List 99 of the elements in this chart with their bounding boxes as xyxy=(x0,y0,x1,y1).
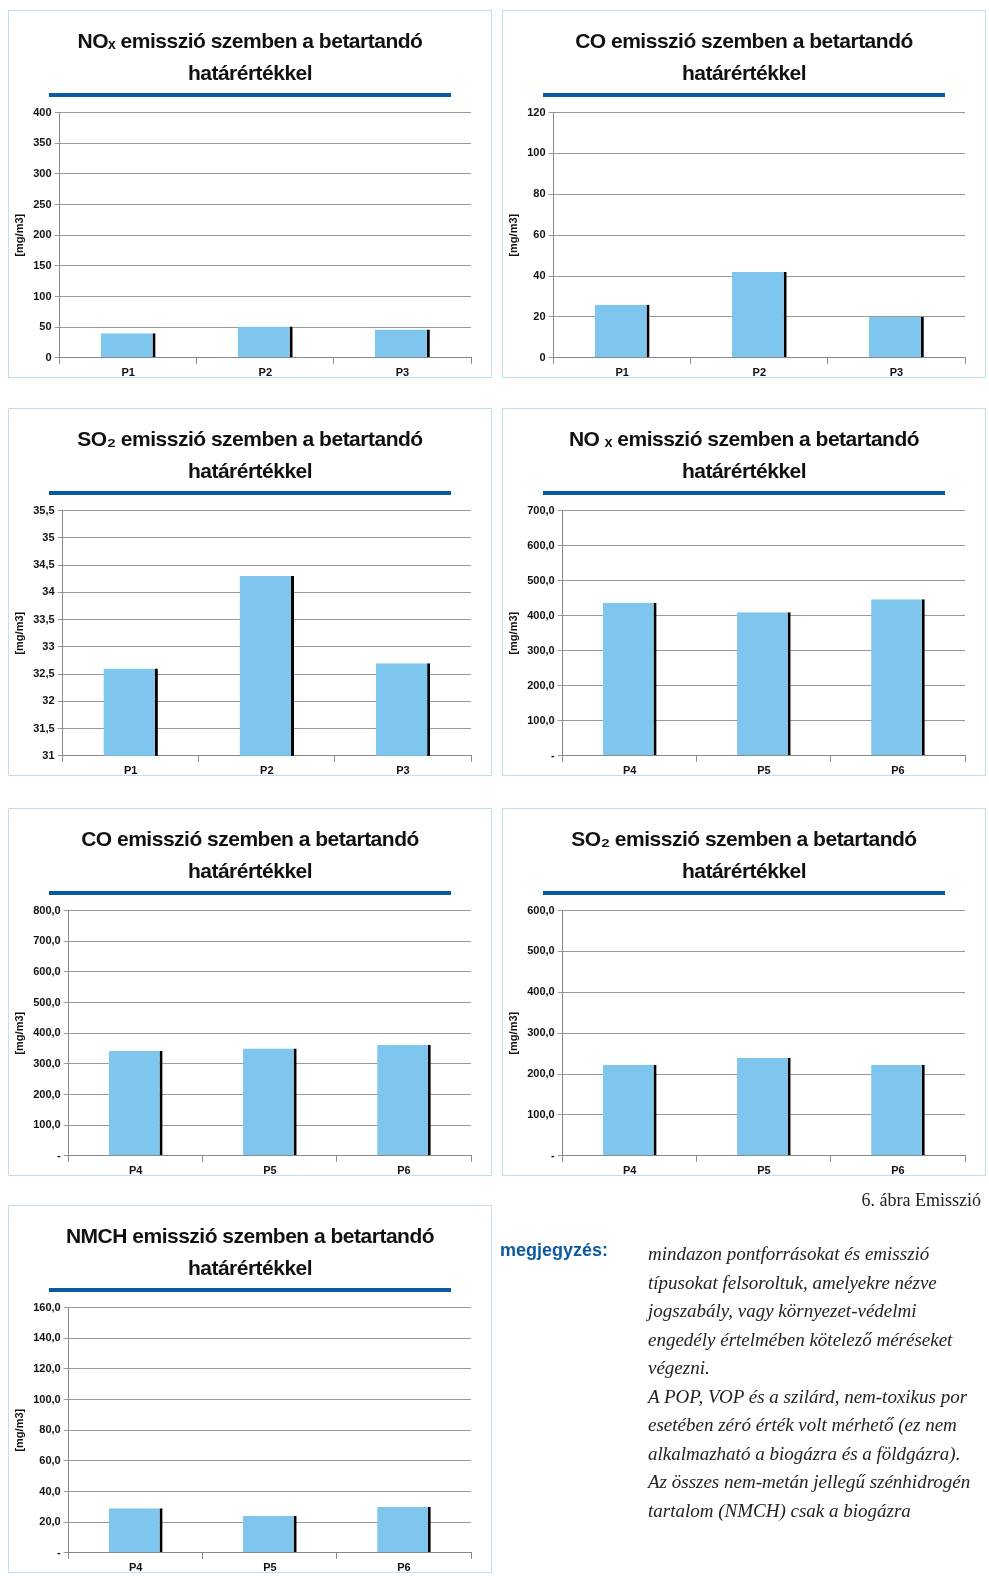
y-axis-title: [mg/m3] xyxy=(506,611,519,655)
y-tick-label: 200,0 xyxy=(527,1067,555,1080)
y-axis-title: [mg/m3] xyxy=(506,213,519,257)
x-tick-label: P2 xyxy=(260,764,274,777)
y-tick-label: - xyxy=(551,1148,556,1161)
y-tick-label: 700,0 xyxy=(527,503,555,516)
y-tick-label: 500,0 xyxy=(33,995,61,1008)
y-axis-title: [mg/m3] xyxy=(506,1011,519,1055)
x-tick-label: P1 xyxy=(123,764,138,777)
y-tick-label: 100,0 xyxy=(33,1118,61,1131)
y-tick-label: 50 xyxy=(39,320,52,333)
chart-title: CO emisszió szemben a betartandó határértékkel xyxy=(80,826,420,884)
x-tick-label: P5 xyxy=(263,1561,277,1574)
y-tick-label: 60 xyxy=(533,228,546,241)
x-tick-label: P3 xyxy=(395,366,410,379)
chart-title: NMCH emisszió szemben a betartandó határértékkel xyxy=(64,1223,436,1281)
y-tick-label: 300,0 xyxy=(33,1056,61,1069)
y-tick-label: 100,0 xyxy=(33,1392,61,1405)
y-tick-label: 400,0 xyxy=(527,985,555,998)
x-tick-label: P3 xyxy=(396,764,410,777)
y-tick-label: 600,0 xyxy=(33,964,61,977)
x-tick-label: P3 xyxy=(889,366,904,379)
y-tick-label: 31 xyxy=(42,748,55,761)
y-tick-label: - xyxy=(57,1545,62,1558)
text: 6. ábra Emisszió xyxy=(861,1190,981,1211)
y-tick-label: 500,0 xyxy=(527,573,555,586)
y-tick-label: 700,0 xyxy=(33,934,61,947)
y-tick-label: 100,0 xyxy=(527,1107,555,1120)
y-tick-label: 150 xyxy=(33,258,52,271)
y-tick-label: 100 xyxy=(527,146,546,159)
y-tick-label: 35,5 xyxy=(33,503,55,516)
y-tick-label: 32,5 xyxy=(33,667,55,680)
y-tick-label: 200 xyxy=(33,228,52,241)
x-tick-label: P4 xyxy=(129,1164,144,1177)
y-tick-label: 34,5 xyxy=(33,558,55,571)
y-tick-label: 34 xyxy=(42,585,56,598)
x-tick-label: P6 xyxy=(397,1561,411,1574)
y-tick-label: 80,0 xyxy=(39,1423,61,1436)
y-tick-label: 31,5 xyxy=(33,721,55,734)
y-tick-label: 300,0 xyxy=(527,1026,555,1039)
y-tick-label: 40 xyxy=(533,269,546,282)
y-tick-label: 80 xyxy=(533,187,546,200)
y-tick-label: - xyxy=(551,748,556,761)
y-tick-label: 600,0 xyxy=(527,538,555,551)
x-tick-label: P4 xyxy=(623,1164,638,1177)
y-tick-label: 20 xyxy=(533,309,546,322)
x-tick-label: P5 xyxy=(757,764,771,777)
y-tick-label: 300,0 xyxy=(527,643,555,656)
y-tick-label: 100 xyxy=(33,289,52,302)
chart-title: NO ₓ emisszió szemben a betartandó határértékkel xyxy=(567,426,921,484)
y-tick-label: 140,0 xyxy=(33,1331,61,1344)
y-tick-label: 250 xyxy=(33,197,52,210)
y-tick-label: 400,0 xyxy=(527,608,555,621)
y-tick-label: 0 xyxy=(45,350,52,363)
text: megjegyzés: xyxy=(500,1240,609,1261)
y-tick-label: 350 xyxy=(33,136,52,149)
chart-title: SO₂ emisszió szemben a betartandó határértékkel xyxy=(570,826,918,884)
text: Az összes nem-metán jellegű szénhidrogén tartalom (NMCH) csak a biogázra xyxy=(648,1470,972,1523)
x-tick-label: P5 xyxy=(263,1164,277,1177)
x-tick-label: P2 xyxy=(258,366,273,379)
y-tick-label: 300 xyxy=(33,166,52,179)
y-tick-label: 400,0 xyxy=(33,1026,61,1039)
y-axis-title: [mg/m3] xyxy=(12,1408,25,1452)
x-tick-label: P6 xyxy=(891,764,905,777)
y-tick-label: 120 xyxy=(527,105,546,118)
x-tick-label: P4 xyxy=(129,1561,144,1574)
text: mindazon pontforrásokat és emisszió típusokat felsoroltuk, amelyekre nézve jogszabály, vagy környezet-védelmi engedély értelmében kötelező méréseket végezni. xyxy=(648,1242,954,1380)
x-tick-label: P1 xyxy=(121,366,135,379)
y-tick-label: 35 xyxy=(42,530,55,543)
y-axis-title: [mg/m3] xyxy=(12,611,25,655)
y-tick-label: 32 xyxy=(42,694,55,707)
x-tick-label: P4 xyxy=(623,764,638,777)
y-tick-label: 500,0 xyxy=(527,944,555,957)
x-tick-label: P6 xyxy=(397,1164,411,1177)
y-tick-label: 200,0 xyxy=(527,678,555,691)
y-tick-label: 800,0 xyxy=(33,903,61,916)
y-tick-label: 160,0 xyxy=(33,1300,61,1313)
chart-title: SO₂ emisszió szemben a betartandó határértékkel xyxy=(76,426,424,484)
chart-title: NOₓ emisszió szemben a betartandó határértékkel xyxy=(76,28,424,86)
y-tick-label: 120,0 xyxy=(33,1361,61,1374)
text: A POP, VOP és a szilárd, nem-toxikus por esetében zéró érték volt mérhető (ez nem alkalmazható a biogázra és a földgázra). xyxy=(648,1384,969,1466)
y-tick-label: 40,0 xyxy=(39,1484,61,1497)
y-axis-title: [mg/m3] xyxy=(12,213,25,257)
chart-title: CO emisszió szemben a betartandó határértékkel xyxy=(574,28,914,86)
y-tick-label: 400 xyxy=(33,105,52,118)
x-tick-label: P5 xyxy=(757,1164,771,1177)
y-tick-label: 60,0 xyxy=(39,1453,61,1466)
y-tick-label: 600,0 xyxy=(527,903,555,916)
y-tick-label: - xyxy=(57,1148,62,1161)
y-tick-label: 33 xyxy=(42,639,55,652)
y-tick-label: 20,0 xyxy=(39,1515,61,1528)
x-tick-label: P2 xyxy=(752,366,767,379)
y-tick-label: 200,0 xyxy=(33,1087,61,1100)
x-tick-label: P6 xyxy=(891,1164,905,1177)
y-tick-label: 0 xyxy=(539,350,546,363)
x-tick-label: P1 xyxy=(615,366,629,379)
y-tick-label: 33,5 xyxy=(33,612,55,625)
y-axis-title: [mg/m3] xyxy=(12,1011,25,1055)
y-tick-label: 100,0 xyxy=(527,713,555,726)
